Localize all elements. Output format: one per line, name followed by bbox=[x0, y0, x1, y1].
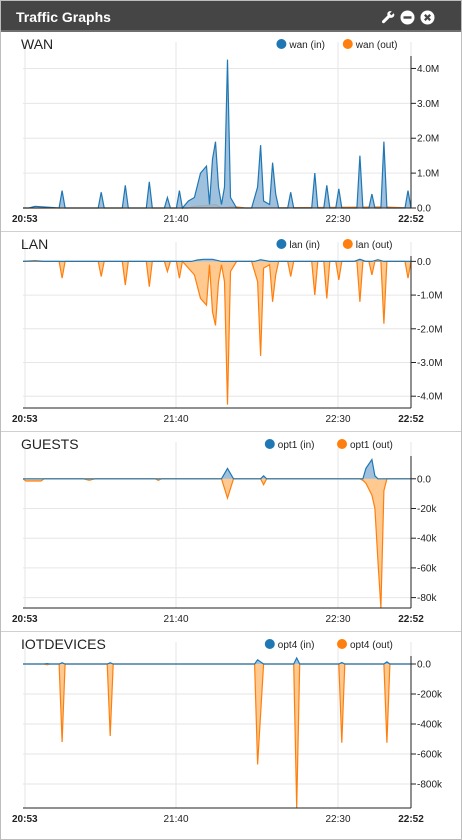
series-line-in bbox=[23, 457, 411, 480]
legend-swatch bbox=[337, 439, 347, 449]
y-tick-label: -80k bbox=[417, 593, 437, 604]
legend-item-in[interactable]: wan (in) bbox=[276, 39, 325, 51]
x-tick-label: 22:30 bbox=[325, 814, 350, 825]
x-tick-label: 22:30 bbox=[325, 414, 350, 425]
x-tick-label: 22:52 bbox=[398, 414, 424, 425]
y-tick-label: -600k bbox=[417, 750, 443, 761]
legend-swatch bbox=[276, 239, 287, 249]
chart-title: WAN bbox=[21, 36, 53, 52]
x-tick-label: 20:53 bbox=[12, 214, 38, 225]
y-tick-label: -20k bbox=[417, 504, 437, 515]
legend-item-in[interactable]: opt1 (in) bbox=[264, 439, 315, 451]
x-tick-label: 22:52 bbox=[398, 814, 424, 825]
legend-label: opt1 (out) bbox=[350, 440, 393, 451]
legend-label: wan (out) bbox=[355, 40, 398, 51]
chart-lan: 0.0 -1.0M -2.0M -3.0M -4.0M 20:53 21:40 22:30 22… bbox=[1, 236, 461, 432]
series-line-out bbox=[22, 478, 411, 609]
legend-label: lan (in) bbox=[289, 240, 320, 251]
chart-wan: 4.0M 3.0M 2.0M 1.0M 0.0 20:53 21:40 22:30 22:52 W… bbox=[1, 36, 461, 232]
chart-title: GUESTS bbox=[21, 436, 79, 452]
y-tick-label: 4.0M bbox=[417, 64, 439, 75]
series-area-in bbox=[23, 259, 411, 262]
legend-swatch bbox=[342, 39, 353, 49]
series-area-in bbox=[23, 459, 411, 479]
charts-container: 4.0M 3.0M 2.0M 1.0M 0.0 20:53 21:40 22:30 22:52 W… bbox=[1, 32, 461, 840]
y-tick-label: -1.0M bbox=[417, 291, 443, 302]
widget-title: Traffic Graphs bbox=[16, 9, 111, 25]
widget-header: Traffic Graphs bbox=[1, 1, 461, 32]
x-tick-label: 22:30 bbox=[325, 214, 350, 225]
y-tick-label: -2.0M bbox=[417, 324, 443, 335]
x-tick-label: 22:30 bbox=[325, 614, 350, 625]
x-tick-label: 22:52 bbox=[398, 614, 424, 625]
minus-circle-icon[interactable] bbox=[399, 9, 415, 25]
legend-item-in[interactable]: lan (in) bbox=[276, 239, 320, 251]
y-tick-label: 0.0 bbox=[417, 660, 431, 671]
chart-guests: 0.0 -20k -40k -60k -80k 20:53 21:40 22:30 22:52 G… bbox=[1, 436, 461, 632]
series-area-in bbox=[23, 658, 411, 664]
legend-label: opt1 (in) bbox=[278, 440, 315, 451]
x-tick-label: 21:40 bbox=[163, 214, 188, 225]
y-tick-label: 1.0M bbox=[417, 169, 439, 180]
wrench-icon[interactable] bbox=[380, 9, 396, 25]
series-area-out bbox=[23, 478, 411, 608]
series-line-in bbox=[22, 258, 411, 262]
y-tick-label: -60k bbox=[417, 563, 437, 574]
chart-title: LAN bbox=[21, 236, 48, 252]
legend-label: opt4 (in) bbox=[278, 640, 315, 651]
series-area-out bbox=[23, 261, 411, 405]
x-tick-label: 20:53 bbox=[12, 814, 38, 825]
chart-title: IOTDEVICES bbox=[21, 636, 106, 652]
x-tick-label: 20:53 bbox=[12, 414, 38, 425]
legend-swatch bbox=[276, 39, 287, 49]
legend-swatch bbox=[337, 639, 347, 649]
x-tick-label: 21:40 bbox=[163, 814, 188, 825]
legend-item-out[interactable]: wan (out) bbox=[342, 39, 398, 51]
y-tick-label: -3.0M bbox=[417, 358, 443, 369]
y-tick-label: -400k bbox=[417, 720, 443, 731]
legend-item-in[interactable]: opt4 (in) bbox=[264, 639, 315, 651]
y-tick-label: 0.0 bbox=[417, 474, 431, 485]
x-tick-label: 22:52 bbox=[398, 214, 424, 225]
chart-iotdevices: 0.0 -200k -400k -600k -800k 20:53 21:40 22:30 22… bbox=[12, 636, 443, 825]
y-tick-label: -200k bbox=[417, 690, 443, 701]
legend-swatch bbox=[264, 439, 275, 449]
series-area-in bbox=[23, 59, 411, 209]
y-tick-label: 3.0M bbox=[417, 99, 439, 110]
x-tick-label: 21:40 bbox=[163, 414, 188, 425]
y-tick-label: -800k bbox=[417, 780, 443, 791]
legend-label: lan (out) bbox=[356, 240, 393, 251]
series-line-in bbox=[23, 59, 412, 210]
series-line-in bbox=[23, 656, 411, 665]
legend-item-out[interactable]: lan (out) bbox=[342, 239, 393, 251]
y-tick-label: 2.0M bbox=[417, 134, 439, 145]
legend-item-out[interactable]: opt1 (out) bbox=[337, 439, 393, 451]
x-tick-label: 21:40 bbox=[163, 614, 188, 625]
legend-label: wan (in) bbox=[288, 40, 325, 51]
legend-label: opt4 (out) bbox=[350, 640, 393, 651]
series-area-out bbox=[23, 664, 411, 808]
close-circle-icon[interactable] bbox=[419, 9, 435, 25]
x-tick-label: 20:53 bbox=[12, 614, 38, 625]
legend-item-out[interactable]: opt4 (out) bbox=[337, 639, 393, 651]
series-line-out bbox=[23, 663, 411, 809]
legend-swatch bbox=[342, 239, 353, 249]
y-tick-label: 0.0 bbox=[417, 204, 431, 215]
y-tick-label: -40k bbox=[417, 534, 437, 545]
y-tick-label: 0.0 bbox=[417, 257, 431, 268]
y-tick-label: -4.0M bbox=[417, 392, 443, 403]
legend-swatch bbox=[264, 639, 275, 649]
